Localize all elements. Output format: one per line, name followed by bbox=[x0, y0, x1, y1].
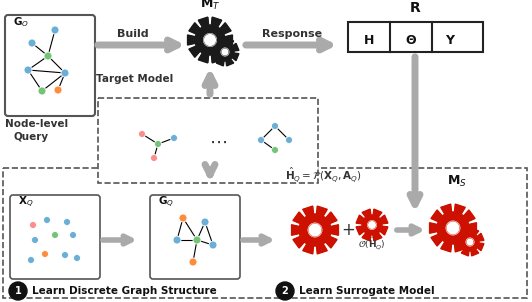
Circle shape bbox=[193, 236, 201, 244]
Circle shape bbox=[62, 252, 69, 259]
Circle shape bbox=[24, 66, 32, 74]
Circle shape bbox=[51, 26, 59, 34]
FancyBboxPatch shape bbox=[150, 195, 240, 279]
Circle shape bbox=[52, 232, 59, 239]
Text: Learn Discrete Graph Structure: Learn Discrete Graph Structure bbox=[32, 286, 217, 296]
Circle shape bbox=[73, 255, 80, 262]
Circle shape bbox=[151, 155, 157, 162]
Circle shape bbox=[271, 146, 278, 153]
Polygon shape bbox=[221, 48, 229, 56]
Text: $\hat{\mathbf{H}}_{Q}=\mathcal{F}(\mathbf{X}_{Q},\mathbf{A}_{Q})$: $\hat{\mathbf{H}}_{Q}=\mathcal{F}(\mathb… bbox=[285, 165, 362, 185]
Circle shape bbox=[54, 86, 62, 94]
Circle shape bbox=[44, 217, 51, 223]
Circle shape bbox=[63, 219, 71, 226]
Text: Build: Build bbox=[117, 29, 148, 39]
Polygon shape bbox=[429, 204, 477, 252]
Circle shape bbox=[44, 52, 52, 60]
Polygon shape bbox=[188, 17, 232, 63]
Circle shape bbox=[41, 250, 48, 258]
Polygon shape bbox=[368, 221, 376, 229]
Polygon shape bbox=[211, 38, 239, 66]
Circle shape bbox=[257, 137, 264, 143]
Bar bbox=[348, 22, 483, 52]
Circle shape bbox=[276, 282, 294, 300]
Polygon shape bbox=[308, 223, 322, 237]
Polygon shape bbox=[446, 221, 460, 235]
Text: $\mathbf{X}_{Q}$: $\mathbf{X}_{Q}$ bbox=[18, 195, 34, 210]
Text: Target Model: Target Model bbox=[96, 74, 173, 84]
Text: $\mathbf{G}_{Q}$: $\mathbf{G}_{Q}$ bbox=[158, 195, 174, 210]
Circle shape bbox=[173, 236, 181, 244]
Circle shape bbox=[70, 232, 77, 239]
Circle shape bbox=[179, 214, 187, 222]
Polygon shape bbox=[204, 34, 217, 46]
Circle shape bbox=[170, 134, 178, 142]
Text: Response: Response bbox=[262, 29, 322, 39]
Text: $\mathbf{M}_{S}$: $\mathbf{M}_{S}$ bbox=[447, 174, 467, 189]
Text: $\mathbf{M}_{T}$: $\mathbf{M}_{T}$ bbox=[200, 0, 220, 12]
Polygon shape bbox=[456, 228, 484, 256]
Text: $\mathcal{O}(\hat{\mathbf{H}}_{Q})$: $\mathcal{O}(\hat{\mathbf{H}}_{Q})$ bbox=[358, 236, 386, 252]
Circle shape bbox=[209, 241, 217, 249]
Text: $\mathbf{H}$: $\mathbf{H}$ bbox=[363, 34, 375, 47]
Circle shape bbox=[201, 218, 209, 226]
Text: 1: 1 bbox=[14, 286, 21, 296]
Circle shape bbox=[189, 258, 197, 266]
Circle shape bbox=[61, 69, 69, 77]
Text: $\mathbf{\Theta}$: $\mathbf{\Theta}$ bbox=[405, 34, 417, 47]
Circle shape bbox=[31, 236, 38, 243]
Polygon shape bbox=[356, 209, 388, 241]
Text: $\cdots$: $\cdots$ bbox=[209, 133, 227, 151]
Circle shape bbox=[28, 256, 35, 264]
FancyBboxPatch shape bbox=[98, 98, 318, 183]
Text: Learn Surrogate Model: Learn Surrogate Model bbox=[299, 286, 435, 296]
FancyBboxPatch shape bbox=[3, 168, 527, 298]
Circle shape bbox=[271, 123, 278, 130]
FancyBboxPatch shape bbox=[5, 15, 95, 116]
FancyBboxPatch shape bbox=[10, 195, 100, 279]
Text: $\mathbf{R}$: $\mathbf{R}$ bbox=[409, 1, 421, 15]
Text: Query: Query bbox=[14, 132, 49, 142]
Polygon shape bbox=[466, 238, 474, 246]
Text: 2: 2 bbox=[281, 286, 288, 296]
Text: $\mathbf{Y}$: $\mathbf{Y}$ bbox=[445, 34, 456, 47]
Circle shape bbox=[138, 130, 145, 137]
Circle shape bbox=[28, 39, 36, 47]
Circle shape bbox=[38, 87, 46, 95]
Text: $\mathbf{G}_{O}$: $\mathbf{G}_{O}$ bbox=[13, 15, 29, 29]
Text: Node-level: Node-level bbox=[5, 119, 68, 129]
Circle shape bbox=[9, 282, 27, 300]
Circle shape bbox=[29, 221, 37, 229]
Circle shape bbox=[154, 140, 162, 147]
Circle shape bbox=[286, 137, 293, 143]
Polygon shape bbox=[292, 206, 338, 254]
Text: +: + bbox=[341, 221, 355, 239]
